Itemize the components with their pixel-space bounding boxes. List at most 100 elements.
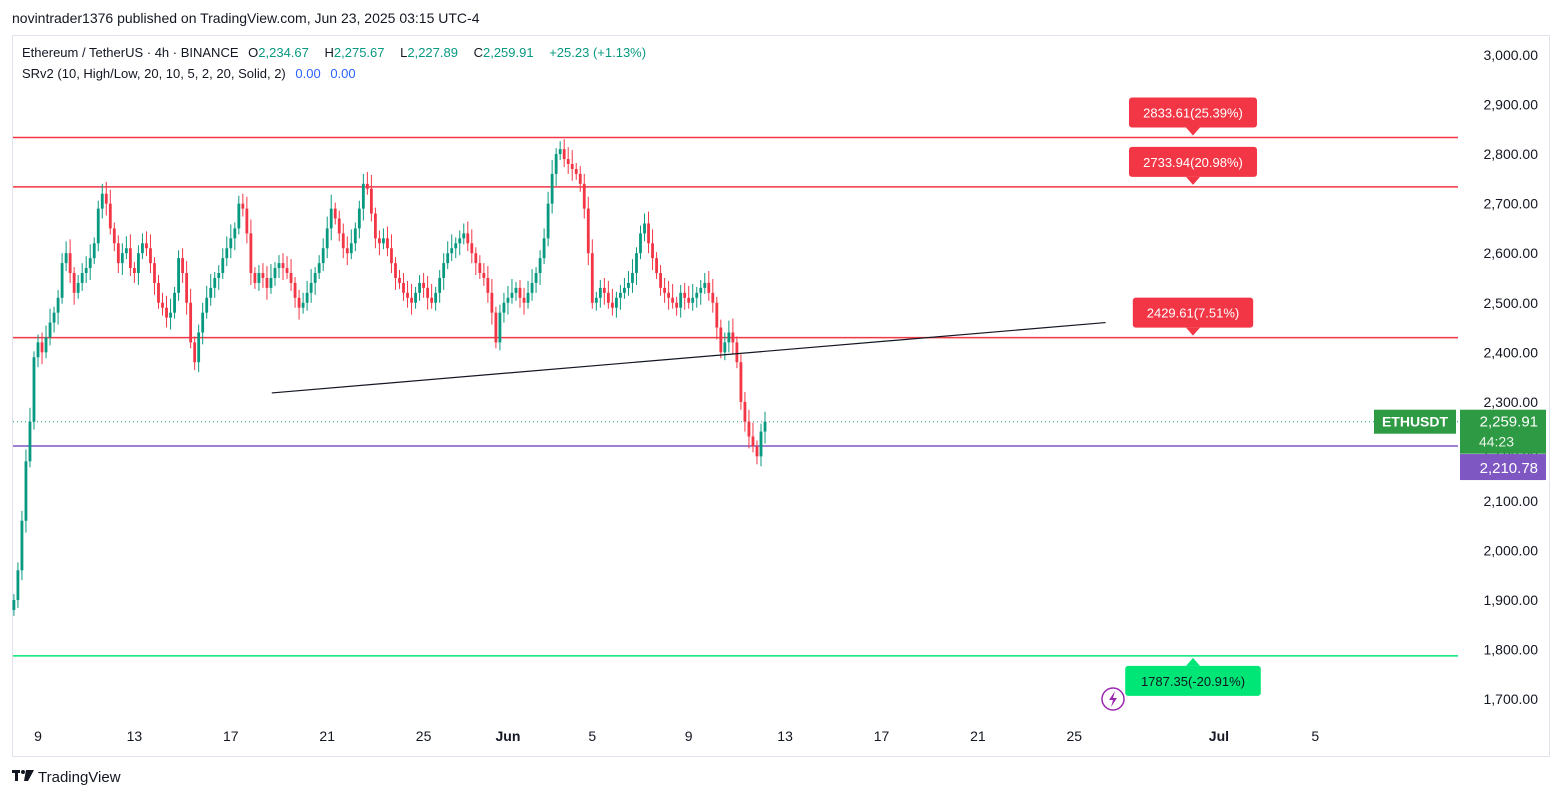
candle-body bbox=[185, 273, 189, 303]
candle-body bbox=[687, 297, 691, 303]
level-label-box bbox=[1129, 146, 1257, 177]
candle-body bbox=[578, 173, 582, 184]
candle-body bbox=[438, 277, 442, 293]
candle-body bbox=[506, 297, 510, 303]
candle-body bbox=[60, 263, 64, 298]
candle-body bbox=[361, 183, 365, 209]
candles-layer bbox=[12, 139, 767, 616]
candle-body bbox=[233, 228, 237, 239]
candle-body bbox=[699, 287, 703, 293]
candle-body bbox=[695, 292, 699, 298]
candle-body bbox=[137, 253, 140, 274]
tradingview-logo[interactable]: TradingView bbox=[12, 768, 121, 786]
candle-body bbox=[667, 292, 671, 298]
y-tick-label: 2,400.00 bbox=[1484, 344, 1539, 360]
candle-body bbox=[554, 154, 558, 174]
overlay-layer: 2833.61(25.39%) 2733.94(20.98%) 2429.61(7.… bbox=[271, 97, 1261, 711]
candle-body bbox=[450, 248, 454, 254]
candle-body bbox=[478, 263, 482, 274]
candle-body bbox=[422, 282, 426, 288]
candle-body bbox=[735, 342, 739, 363]
candle-body bbox=[165, 307, 168, 318]
countdown-label: 44:23 bbox=[1479, 434, 1514, 450]
candle-body bbox=[369, 188, 373, 214]
indicator-value-1: 0.00 bbox=[295, 66, 321, 81]
candle-body bbox=[542, 238, 546, 259]
candle-body bbox=[257, 273, 261, 283]
candle-body bbox=[281, 263, 285, 269]
candle-body bbox=[703, 282, 707, 288]
candle-body bbox=[317, 263, 321, 274]
candle-body bbox=[763, 421, 767, 432]
legend-open-label: O bbox=[248, 45, 259, 60]
candle-body bbox=[755, 446, 759, 457]
trendline bbox=[271, 321, 1106, 394]
candle-body bbox=[715, 302, 719, 328]
candle-body bbox=[261, 273, 265, 278]
candle-body bbox=[514, 287, 518, 293]
candle-body bbox=[229, 238, 233, 249]
candle-body bbox=[52, 312, 56, 323]
indicator-name[interactable]: SRv2 (10, High/Low, 20, 10, 5, 2, 20, So… bbox=[22, 66, 286, 81]
support-price-label: 2,210.78 bbox=[1480, 460, 1538, 477]
x-tick-label: 25 bbox=[1067, 728, 1083, 744]
candle-body bbox=[518, 287, 522, 298]
candle-body bbox=[446, 253, 450, 264]
candle-body bbox=[639, 233, 642, 254]
level-label-box bbox=[1125, 665, 1261, 696]
x-tick-label: 13 bbox=[127, 728, 143, 744]
chart-frame[interactable] bbox=[12, 35, 1550, 757]
candle-body bbox=[157, 282, 160, 303]
candle-body bbox=[570, 164, 574, 169]
candle-body bbox=[586, 208, 590, 254]
candle-body bbox=[177, 258, 180, 293]
level-label: 1787.35(-20.91%) bbox=[1141, 674, 1245, 689]
y-tick-label: 2,800.00 bbox=[1484, 146, 1539, 162]
candle-body bbox=[582, 183, 586, 209]
candle-body bbox=[743, 401, 747, 422]
levels-layer bbox=[13, 136, 1458, 657]
x-tick-label: 5 bbox=[588, 728, 596, 744]
candle-body bbox=[269, 277, 273, 288]
candle-body bbox=[20, 520, 24, 571]
level-label: 2733.94(20.98%) bbox=[1143, 155, 1243, 170]
candle-body bbox=[108, 203, 112, 229]
candle-body bbox=[68, 253, 72, 274]
candle-body bbox=[606, 292, 610, 303]
candle-body bbox=[534, 273, 538, 283]
candle-body bbox=[225, 248, 229, 259]
candle-body bbox=[635, 253, 638, 274]
x-tick-label: 25 bbox=[416, 728, 432, 744]
candle-body bbox=[349, 243, 353, 254]
candle-body bbox=[627, 282, 630, 288]
candle-body bbox=[530, 282, 534, 293]
candle-body bbox=[337, 218, 341, 234]
candle-body bbox=[402, 282, 405, 293]
candle-body bbox=[598, 287, 602, 298]
candle-body bbox=[325, 228, 329, 249]
candle-body bbox=[614, 297, 618, 308]
legend-symbol[interactable]: Ethereum / TetherUS · 4h · BINANCE bbox=[22, 45, 239, 60]
candle-body bbox=[426, 287, 430, 298]
x-tick-label: 21 bbox=[970, 728, 986, 744]
lightning-icon bbox=[1101, 687, 1125, 711]
candle-body bbox=[245, 208, 249, 234]
candle-body bbox=[12, 600, 16, 610]
candle-body bbox=[382, 238, 385, 244]
candle-body bbox=[643, 223, 646, 234]
candle-body bbox=[474, 253, 478, 264]
candle-body bbox=[149, 248, 152, 264]
legend-close: 2,259.91 bbox=[482, 45, 534, 60]
candle-body bbox=[305, 292, 309, 303]
candle-body bbox=[145, 243, 148, 249]
candle-body bbox=[711, 292, 715, 303]
legend-high: 2,275.67 bbox=[333, 45, 385, 60]
candle-body bbox=[72, 273, 76, 293]
candle-body bbox=[84, 268, 88, 274]
legend-low: 2,227.89 bbox=[407, 45, 458, 60]
legend-ohlc: Ethereum / TetherUS · 4h · BINANCE O2,23… bbox=[22, 45, 652, 60]
legend-high-label: H bbox=[324, 45, 334, 60]
candle-body bbox=[24, 461, 28, 521]
candle-body bbox=[353, 228, 357, 244]
